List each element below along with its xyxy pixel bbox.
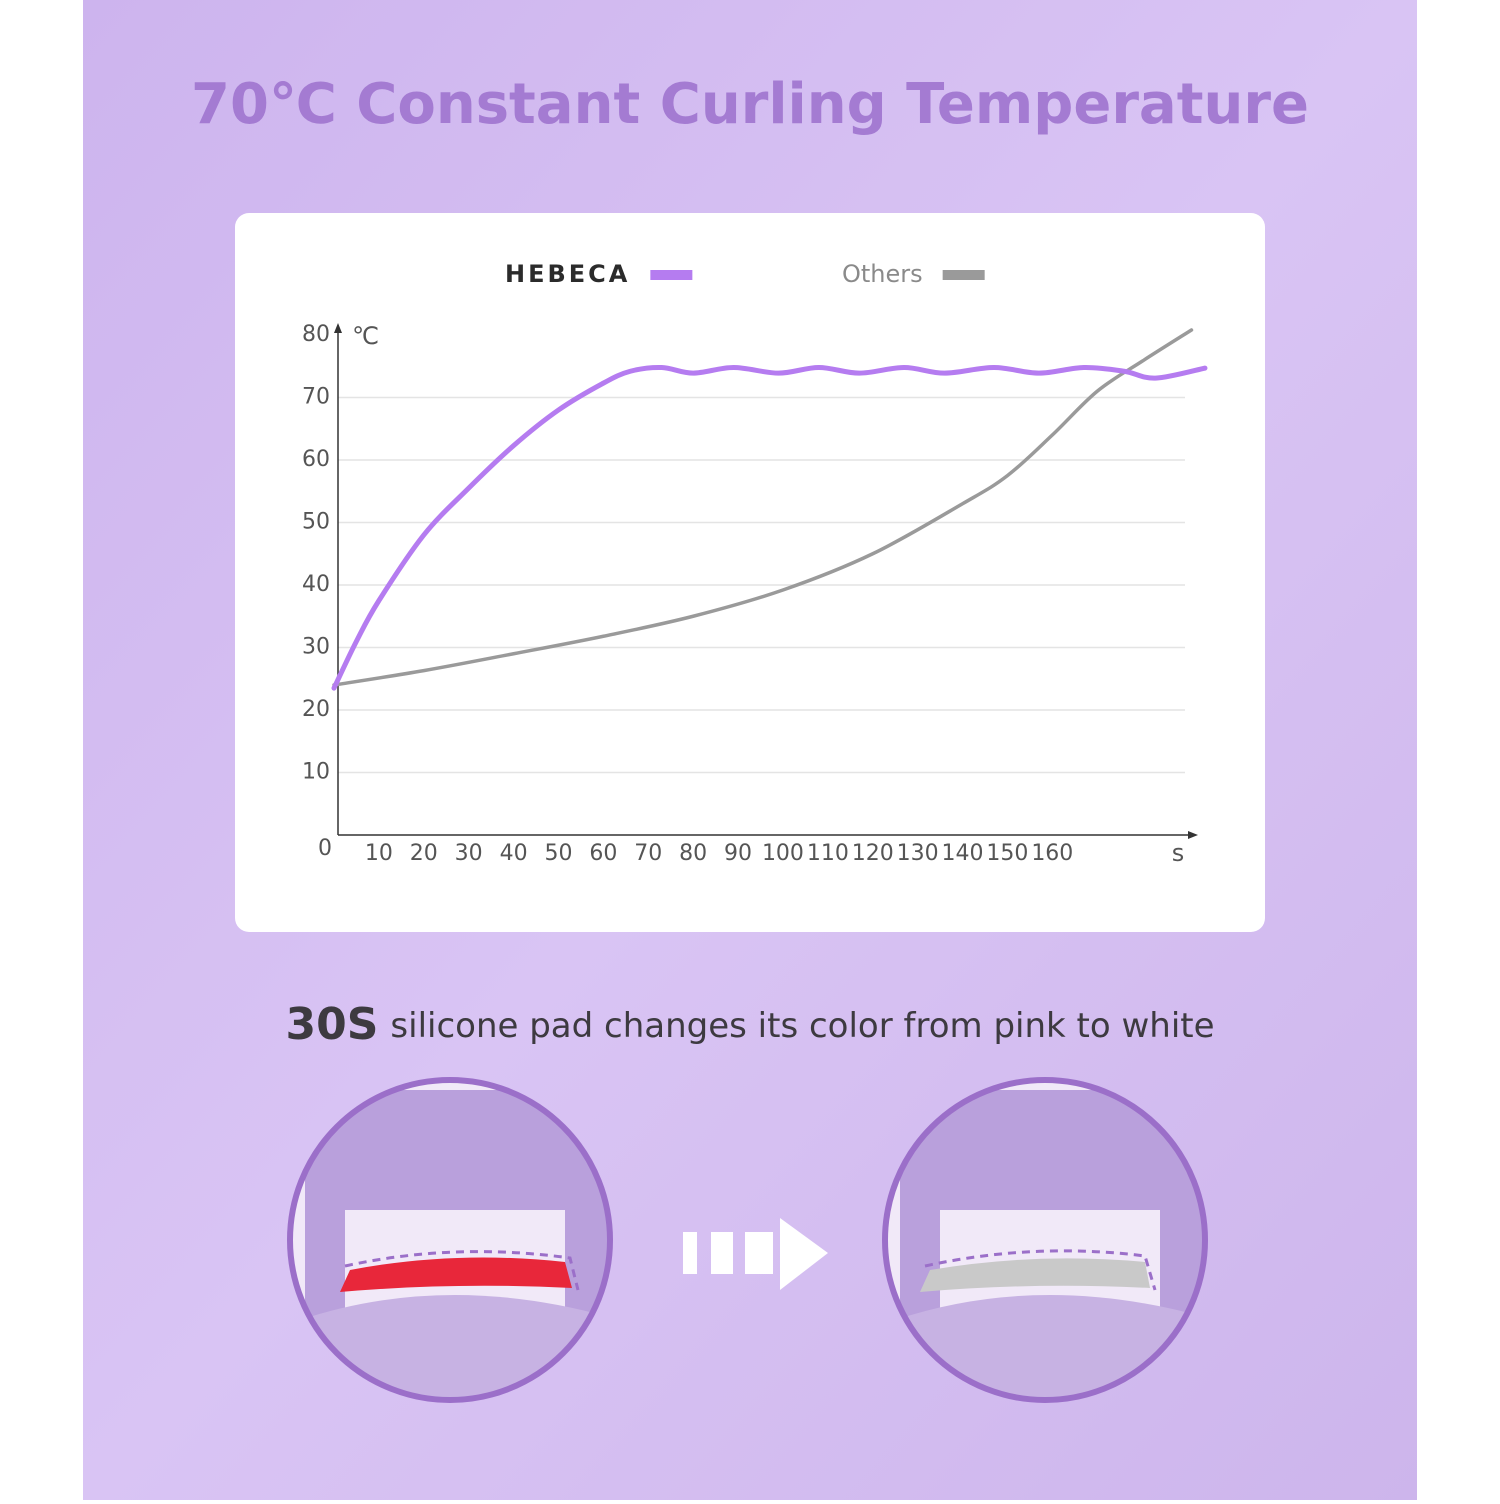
arrow [683,1218,828,1290]
x-tick-label: 70 [634,841,662,866]
y-tick-label: 70 [302,385,330,410]
chart: 0 10 20 30 40 50 60 70 80 10 20 30 40 50 60 70 80 90 100 11… [302,260,1208,867]
legend-swatch [650,270,693,280]
x-tick-label: 60 [589,841,617,866]
x-tick-label: 120 [852,841,894,866]
y-tick-label: 80 [302,322,330,347]
y-tick-label: 10 [302,760,330,785]
x-tick-label: 110 [807,841,849,866]
y-tick-label: 50 [302,510,330,535]
caption-highlight: 30S [285,999,378,1050]
title: 70℃ Constant Curling Temperature [191,72,1309,137]
caption: 30S silicone pad changes its color from p… [285,999,1214,1050]
legend-label: HEBECA [505,260,630,288]
y-tick-label: 60 [302,447,330,472]
circle-frame [882,1077,1208,1403]
x-tick-label: 30 [455,841,483,866]
y-tick-label: 20 [302,697,330,722]
y-axis-unit: ℃ [352,322,379,350]
circle-frame [287,1077,613,1403]
legend-swatch [942,270,985,280]
y-tick-label: 40 [302,572,330,597]
x-tick-label: 140 [942,841,984,866]
y-tick-label: 30 [302,635,330,660]
x-tick-label: 100 [762,841,804,866]
x-axis-unit: s [1172,839,1185,867]
series-line [331,364,1208,691]
x-tick-label: 130 [897,841,939,866]
x-tick-label: 160 [1031,841,1073,866]
x-tick-label: 90 [724,841,752,866]
x-tick-label: 20 [410,841,438,866]
caption-text: silicone pad changes its color from pink… [390,1006,1214,1046]
y-axis-arrow [334,323,342,333]
x-tick-label: 40 [500,841,528,866]
chart-card [235,213,1265,932]
x-tick-label: 80 [679,841,707,866]
series-line [332,328,1194,687]
x-tick-label: 150 [986,841,1028,866]
x-tick-label: 10 [365,841,393,866]
legend-label: Others [842,260,923,288]
y-tick-label: 0 [318,836,332,861]
x-axis-arrow [1188,831,1198,839]
x-tick-label: 50 [544,841,572,866]
